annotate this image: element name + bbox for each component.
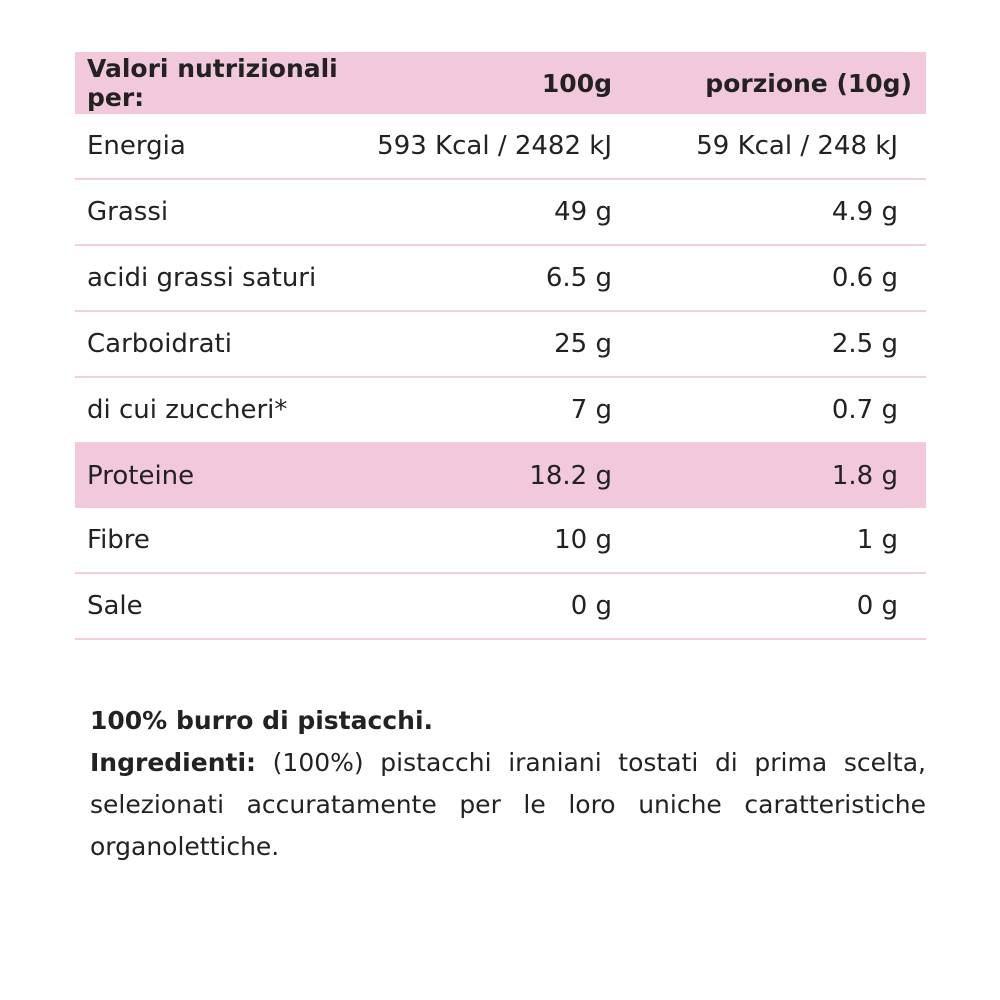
header-cell: porzione (10g) [705, 68, 912, 98]
table-cell: 6.5 g [545, 263, 612, 293]
table-row: acidi grassi saturi 6.5 g 0.6 g [75, 246, 926, 312]
table-cell: 0.7 g [831, 395, 898, 425]
table-cell: 593 Kcal / 2482 kJ [377, 131, 612, 161]
table-cell: 4.9 g [831, 197, 898, 227]
table-cell: 2.5 g [831, 329, 898, 359]
table-row: Fibre 10 g 1 g [75, 508, 926, 574]
ingredients-label: Ingredienti: [90, 748, 257, 777]
header-cell: Valori nutrizionali per: [87, 54, 338, 112]
ingredients-text: (100%) pistacchi iraniani tostati di pri… [90, 748, 926, 861]
table-row: Grassi 49 g 4.9 g [75, 180, 926, 246]
table-cell: Energia [87, 131, 186, 161]
table-cell: Fibre [87, 525, 150, 555]
table-cell: 0 g [570, 591, 612, 621]
table-cell: acidi grassi saturi [87, 263, 317, 293]
table-cell: 7 g [570, 395, 612, 425]
table-row: Carboidrati 25 g 2.5 g [75, 312, 926, 378]
table-cell: 1 g [856, 525, 898, 555]
table-row: Sale 0 g 0 g [75, 574, 926, 640]
table-cell: 0 g [856, 591, 898, 621]
table-cell: 25 g [554, 329, 612, 359]
table-cell: Proteine [87, 461, 195, 491]
table-cell: 1.8 g [831, 461, 898, 491]
table-cell: 49 g [554, 197, 612, 227]
header-cell: 100g [541, 68, 612, 98]
table-cell: Grassi [87, 197, 169, 227]
table-cell: 59 Kcal / 248 kJ [696, 131, 898, 161]
table-row: Proteine 18.2 g 1.8 g [75, 444, 926, 508]
ingredients: 100% burro di pistacchi. Ingredienti: (1… [90, 700, 926, 868]
table-row: di cui zuccheri* 7 g 0.7 g [75, 378, 926, 444]
table-row: Energia 593 Kcal / 2482 kJ 59 Kcal / 248 k… [75, 114, 926, 180]
nutrition-table: Valori nutrizionali per: 100g porzione (10… [75, 52, 926, 640]
table-cell: 10 g [554, 525, 612, 555]
table-cell: Carboidrati [87, 329, 232, 359]
table-cell: di cui zuccheri* [87, 395, 288, 425]
table-cell: 18.2 g [529, 461, 612, 491]
table-cell: Sale [87, 591, 143, 621]
header-row: Valori nutrizionali per: 100g porzione (10… [75, 52, 926, 114]
product-title: 100% burro di pistacchi. [90, 706, 434, 735]
table-cell: 0.6 g [831, 263, 898, 293]
